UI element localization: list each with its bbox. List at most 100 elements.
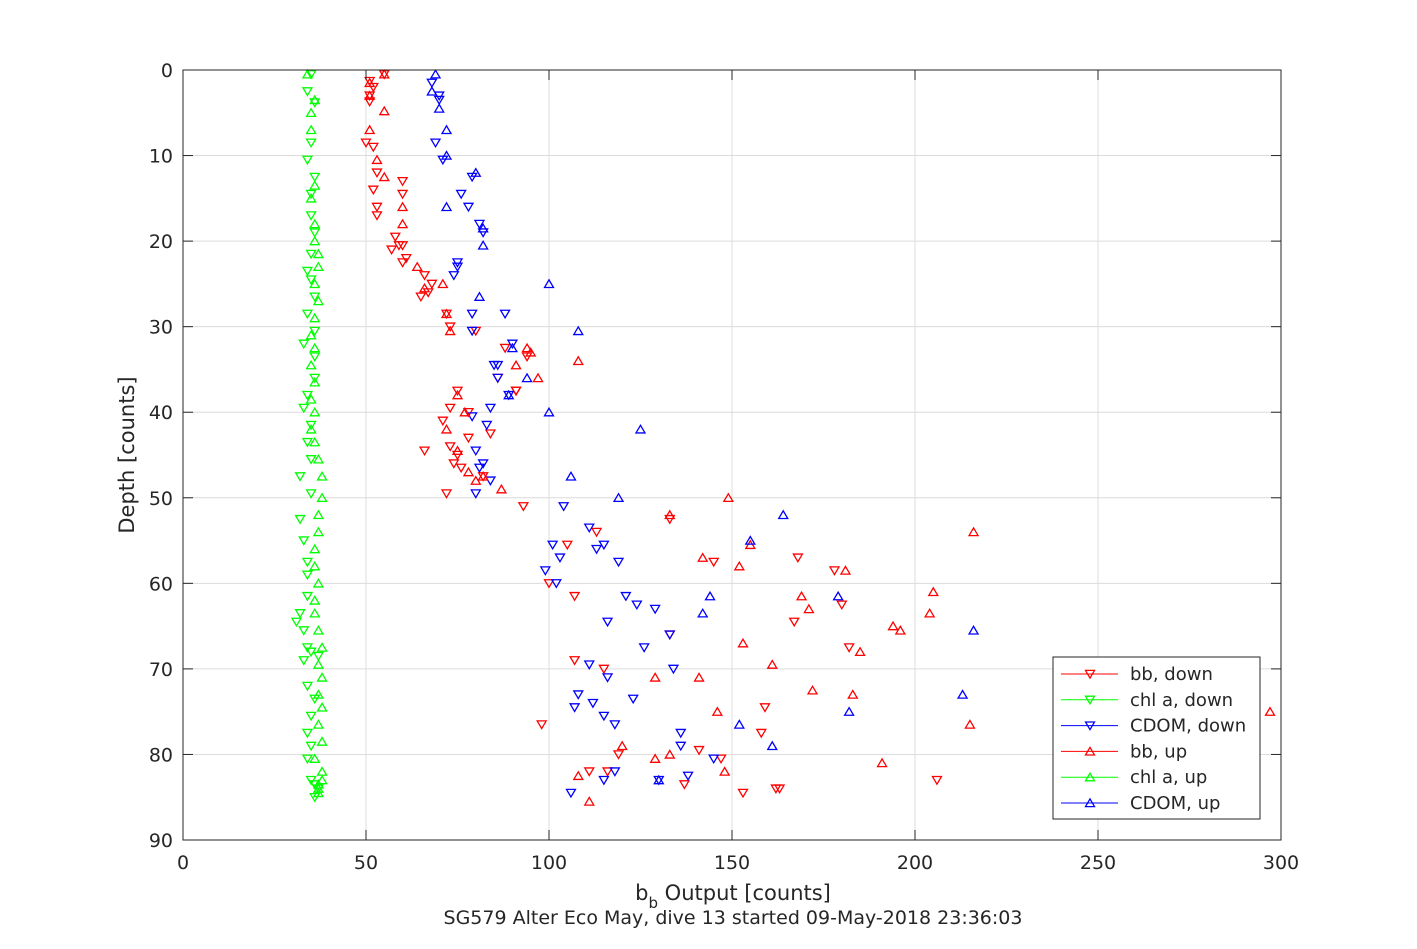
- data-point: [583, 796, 595, 806]
- y-axis-label: Depth [counts]: [115, 376, 139, 533]
- data-point: [309, 792, 321, 803]
- data-point: [572, 355, 584, 366]
- data-point: [568, 656, 581, 666]
- data-point: [444, 403, 456, 414]
- data-point: [301, 309, 314, 320]
- data-point: [964, 719, 976, 729]
- data-point: [561, 540, 573, 551]
- data-point: [473, 463, 486, 474]
- data-point: [583, 767, 595, 777]
- series-chl-a-up: [301, 68, 328, 798]
- x-tick-label: 200: [897, 852, 933, 874]
- data-point: [305, 70, 317, 80]
- data-point: [649, 604, 661, 615]
- data-point: [543, 406, 555, 417]
- data-point: [927, 586, 939, 597]
- data-point: [843, 643, 855, 653]
- legend-label: chl a, up: [1130, 767, 1207, 788]
- legend-label: bb, down: [1130, 664, 1213, 685]
- data-point: [517, 502, 530, 512]
- data-point: [634, 424, 647, 434]
- data-point: [744, 535, 756, 545]
- data-point: [396, 218, 409, 229]
- data-point: [298, 403, 310, 414]
- data-point: [309, 560, 321, 571]
- data-point: [367, 142, 379, 153]
- data-point: [847, 689, 859, 699]
- data-point: [305, 359, 317, 370]
- data-point: [766, 659, 778, 669]
- y-tick-label: 50: [149, 488, 173, 510]
- x-tick-label: 0: [177, 852, 189, 874]
- y-tick-label: 30: [149, 317, 173, 339]
- data-point: [371, 202, 383, 213]
- data-point: [448, 271, 460, 281]
- data-point: [312, 625, 325, 635]
- data-point: [364, 77, 376, 88]
- data-point: [312, 295, 325, 306]
- data-point: [316, 702, 328, 712]
- data-point: [568, 591, 581, 602]
- y-tick-label: 0: [161, 60, 173, 82]
- data-point: [462, 466, 475, 477]
- data-point: [572, 770, 584, 781]
- data-point: [309, 607, 321, 618]
- data-point: [466, 172, 478, 183]
- data-point: [733, 719, 745, 729]
- data-point: [558, 502, 570, 512]
- data-point: [294, 472, 306, 482]
- data-point: [437, 155, 449, 166]
- x-tick-label: 150: [714, 852, 750, 874]
- data-point: [301, 68, 314, 79]
- data-point: [664, 514, 676, 525]
- data-point: [305, 489, 317, 499]
- data-point: [967, 625, 980, 635]
- data-point: [598, 711, 610, 722]
- legend-box: [1052, 656, 1261, 820]
- data-point: [309, 292, 321, 303]
- series-cdom-up: [426, 68, 980, 785]
- data-point: [298, 656, 310, 666]
- data-point: [759, 703, 771, 713]
- data-point: [470, 446, 482, 457]
- data-point: [1264, 706, 1276, 716]
- x-tick-label: 300: [1263, 852, 1299, 874]
- data-point: [312, 783, 325, 793]
- data-point: [301, 728, 314, 739]
- data-point: [704, 590, 716, 601]
- data-point: [371, 154, 383, 165]
- legend-entry: CDOM, up: [1061, 793, 1220, 814]
- data-point: [499, 309, 511, 320]
- data-point: [309, 180, 321, 190]
- data-point: [426, 78, 438, 89]
- data-point: [305, 394, 317, 404]
- data-point: [305, 711, 317, 722]
- data-point: [305, 455, 317, 465]
- data-point: [371, 211, 383, 221]
- data-point: [693, 745, 705, 756]
- data-point: [590, 544, 603, 555]
- data-point: [708, 557, 720, 568]
- data-point: [440, 308, 453, 319]
- data-point: [396, 258, 409, 268]
- data-point: [473, 291, 486, 301]
- data-point: [309, 235, 321, 246]
- data-point: [429, 68, 442, 79]
- data-point: [316, 736, 328, 746]
- data-point: [309, 352, 321, 362]
- data-point: [568, 703, 581, 713]
- data-point: [309, 694, 321, 705]
- legend-label: CDOM, up: [1130, 793, 1220, 814]
- data-point: [664, 749, 676, 759]
- data-point: [777, 509, 789, 520]
- data-point: [309, 342, 321, 353]
- data-point: [298, 626, 310, 636]
- data-point: [543, 278, 555, 289]
- data-point: [309, 376, 321, 387]
- data-point: [664, 509, 676, 520]
- data-point: [429, 138, 442, 149]
- data-point: [396, 189, 409, 200]
- data-point: [792, 553, 804, 563]
- data-point: [510, 359, 522, 370]
